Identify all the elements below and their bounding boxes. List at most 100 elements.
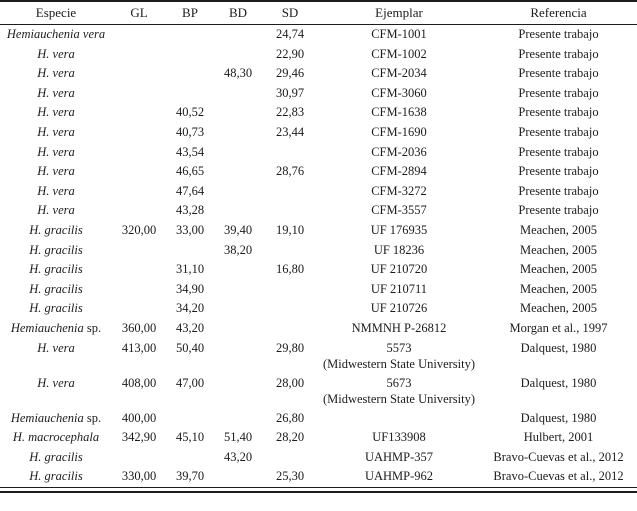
cell-gl [112, 260, 166, 280]
cell-ejemplar: CFM-2894 [318, 162, 480, 182]
cell-referencia: Presente trabajo [518, 124, 599, 139]
cell-bp [166, 25, 214, 45]
species-name-italic: H. vera [37, 164, 75, 179]
species-name-roman: sp. [83, 410, 102, 425]
table-row: H. vera 30,97 CFM-3060 Presente trabajo [0, 84, 637, 104]
cell-sd: 24,74 [275, 27, 305, 41]
ejemplar-number: NMMNH P-26812 [351, 320, 447, 335]
column-header-especie: Especie [35, 5, 77, 20]
cell-gl: 320,00 [121, 222, 157, 237]
ejemplar-number: CFM-1002 [371, 46, 427, 61]
cell-gl: 408,00 [121, 375, 157, 390]
cell-bd [214, 339, 262, 374]
table-row: H. vera 43,28 CFM-3557 Presente trabajo [0, 201, 637, 221]
cell-sd [262, 299, 318, 319]
species-name-italic: H. vera [37, 183, 75, 198]
cell-sd: 28,20 [275, 430, 305, 445]
table-row: H. gracilis 31,10 16,80 UF 210720 Meachen, 2… [0, 260, 637, 280]
species-name-italic: H. vera [37, 46, 75, 61]
cell-ejemplar: UF 18236 [318, 241, 480, 261]
cell-especie: H. vera [0, 45, 112, 65]
column-header-bd: BD [228, 5, 248, 20]
cell-sd [262, 143, 318, 163]
cell-referencia: Presente trabajo [518, 27, 599, 41]
cell-especie: Hemiauchenia vera [0, 25, 112, 45]
cell-referencia: Presente trabajo [518, 85, 599, 100]
header-row: Especie GL BP BD SD Ejemplar Referencia [0, 1, 637, 25]
cell-bp: 45,10 [175, 430, 205, 445]
cell-bd [214, 201, 262, 221]
cell-bd [214, 162, 262, 182]
table-row: H. gracilis 38,20 UF 18236 Meachen, 2005 [0, 241, 637, 261]
cell-referencia: Presente trabajo [518, 203, 599, 218]
cell-bd [214, 409, 262, 429]
cell-ejemplar: UF 210711 [318, 280, 480, 300]
cell-sd: 29,46 [275, 66, 305, 81]
cell-sd [262, 319, 318, 339]
species-name-italic: H. vera [37, 105, 75, 120]
cell-sd: 22,90 [275, 46, 305, 61]
cell-bd [214, 280, 262, 300]
cell-bp [166, 409, 214, 429]
cell-bp: 43,28 [175, 203, 205, 218]
species-name-italic: H. gracilis [29, 222, 83, 237]
cell-especie: H. gracilis [0, 221, 112, 241]
cell-ejemplar: CFM-1638 [318, 103, 480, 123]
cell-especie: H. vera [0, 162, 112, 182]
table-row: H. vera 413,00 50,40 29,80 5573 (Midwestern S… [0, 339, 637, 374]
cell-bd: 39,40 [223, 222, 253, 237]
cell-gl: 360,00 [121, 320, 157, 335]
cell-gl: 413,00 [121, 340, 157, 355]
ejemplar-number: CFM-2894 [371, 164, 427, 179]
cell-ejemplar: CFM-1002 [318, 45, 480, 65]
cell-referencia: Meachen, 2005 [519, 262, 598, 277]
species-name-italic: H. gracilis [29, 469, 83, 484]
cell-referencia: Bravo-Cuevas et al., 2012 [493, 449, 624, 464]
species-name-italic: H. macrocephala [12, 430, 100, 445]
cell-ejemplar [318, 409, 480, 429]
cell-ejemplar: UF133908 [318, 428, 480, 448]
species-name-italic: H. gracilis [29, 242, 83, 257]
cell-sd: 28,00 [275, 375, 305, 390]
table-row: Hemiauchenia sp. 360,00 43,20 NMMNH P-26812… [0, 319, 637, 339]
cell-bp: 43,54 [175, 144, 205, 159]
cell-referencia: Dalquest, 1980 [520, 340, 597, 355]
column-header-bp: BP [182, 5, 198, 20]
species-name-italic: H. gracilis [29, 262, 83, 277]
cell-especie: H. gracilis [0, 467, 112, 487]
cell-gl [112, 45, 166, 65]
cell-referencia: Dalquest, 1980 [520, 375, 597, 390]
cell-especie: H. vera [0, 84, 112, 104]
cell-bd [214, 299, 262, 319]
cell-referencia: Morgan et al., 1997 [509, 320, 608, 335]
column-header-ejemplar: Ejemplar [375, 5, 423, 20]
cell-especie: H. gracilis [0, 299, 112, 319]
cell-especie: H. gracilis [0, 260, 112, 280]
cell-gl [112, 143, 166, 163]
cell-bd [214, 319, 262, 339]
cell-ejemplar: CFM-1690 [318, 123, 480, 143]
table-row: H. vera 408,00 47,00 28,00 5673 (Midwestern S… [0, 374, 637, 409]
species-name-italic: H. vera [37, 124, 75, 139]
cell-bd [214, 260, 262, 280]
specimen-measurements-table: Especie GL BP BD SD Ejemplar Referencia Hemiau… [0, 0, 637, 489]
table-row: H. macrocephala 342,90 45,10 51,40 28,20 UF13… [0, 428, 637, 448]
cell-bp [166, 84, 214, 104]
cell-ejemplar: UF 176935 [318, 221, 480, 241]
cell-sd: 16,80 [275, 262, 305, 277]
cell-gl [112, 64, 166, 84]
cell-bd [214, 143, 262, 163]
cell-ejemplar: CFM-1001 [318, 25, 480, 45]
cell-gl [112, 280, 166, 300]
cell-referencia: Meachen, 2005 [519, 281, 598, 296]
ejemplar-number: CFM-1001 [371, 27, 427, 41]
cell-sd: 25,30 [275, 469, 305, 484]
cell-sd [262, 280, 318, 300]
cell-sd [262, 182, 318, 202]
cell-bd [214, 467, 262, 487]
cell-referencia: Presente trabajo [518, 144, 599, 159]
cell-referencia: Bravo-Cuevas et al., 2012 [493, 469, 624, 484]
cell-bp: 50,40 [175, 340, 205, 355]
cell-gl [112, 103, 166, 123]
cell-ejemplar: CFM-2034 [318, 64, 480, 84]
